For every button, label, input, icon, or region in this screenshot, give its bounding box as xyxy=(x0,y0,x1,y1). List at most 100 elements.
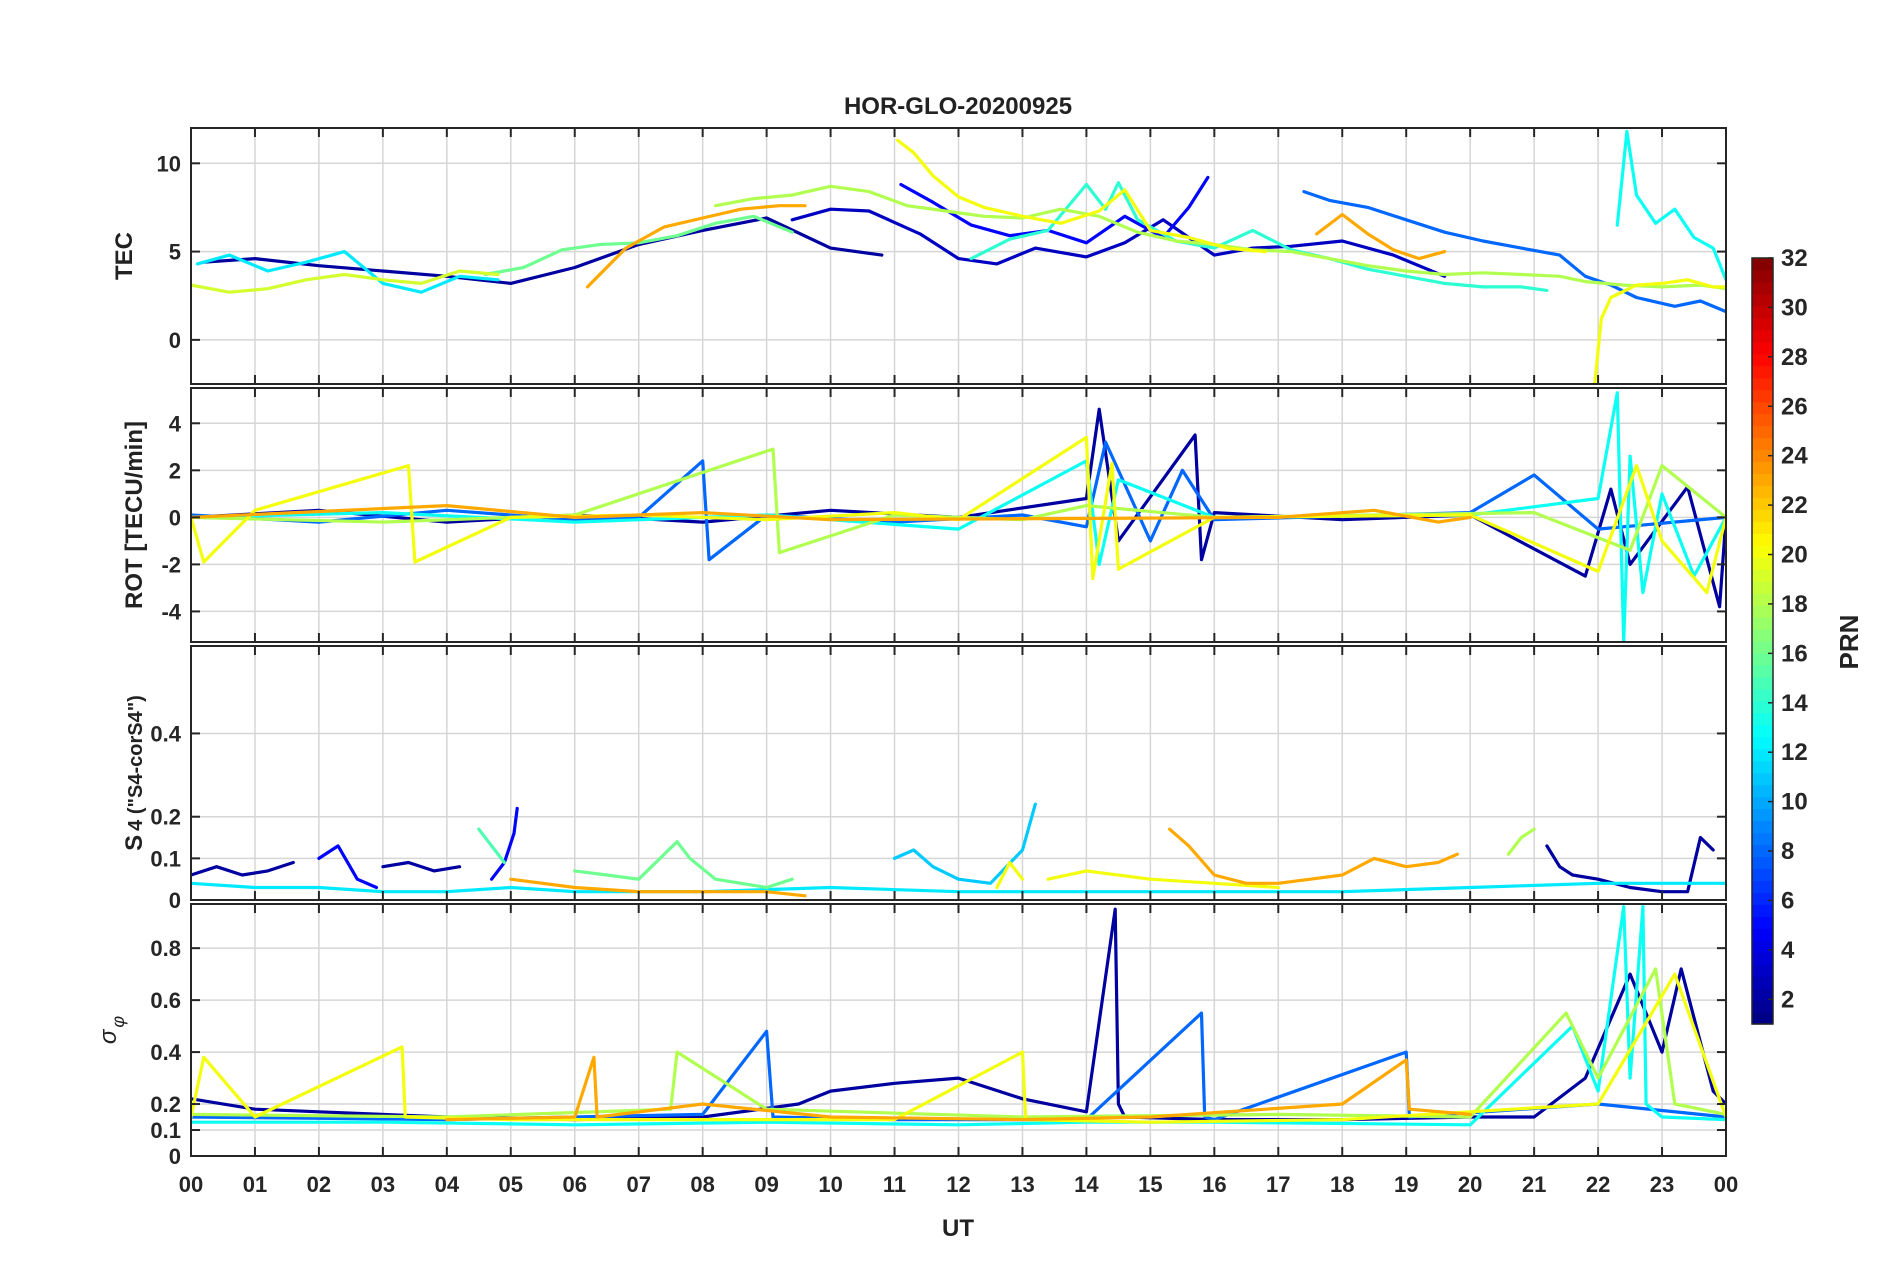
tec-panel: 0 5 10 TEC xyxy=(111,127,1727,385)
colorbar-segment xyxy=(1752,892,1773,905)
sigma-series-prn-20 xyxy=(191,972,1726,1124)
colorbar-segment xyxy=(1752,820,1773,834)
rot-panel: -4 -2 0 2 4 ROT [TECU/min] xyxy=(121,387,1727,643)
sigma-phi-panel: 00.10.2 0.4 0.6 0.8 σφ xyxy=(95,903,1727,1169)
s4-series-prn-16 xyxy=(573,840,794,890)
colorbar-segment xyxy=(1752,664,1773,678)
colorbar-segment xyxy=(1752,581,1773,594)
tec-series-group xyxy=(191,129,1726,384)
x-tick-label: 18 xyxy=(1330,1172,1354,1197)
s4-series-prn-11 xyxy=(892,802,1037,885)
s4-y-tick-label: 0.1 xyxy=(150,846,181,871)
sigma-y-tick-label: 0.6 xyxy=(150,988,181,1013)
colorbar-segment xyxy=(1752,413,1773,427)
tec-series-prn-23 xyxy=(585,204,807,289)
colorbar-segment xyxy=(1752,593,1773,606)
colorbar-segment xyxy=(1752,736,1773,750)
rot-y-tick-label: 4 xyxy=(169,411,182,436)
colorbar-segment xyxy=(1752,557,1773,570)
colorbar-segment xyxy=(1752,617,1773,630)
colorbar-segment xyxy=(1752,796,1773,810)
colorbar-segment xyxy=(1752,281,1773,295)
sigma-y-tick-label: 0.2 xyxy=(150,1092,181,1117)
x-tick-label: 19 xyxy=(1394,1172,1418,1197)
colorbar-segment xyxy=(1752,521,1773,534)
colorbar-segment xyxy=(1752,509,1773,522)
colorbar-segment xyxy=(1752,1000,1773,1013)
colorbar-segment xyxy=(1752,317,1773,331)
colorbar-segment xyxy=(1752,868,1773,881)
s4-series-prn-2 xyxy=(381,860,462,873)
tec-y-tick-label: 0 xyxy=(169,328,181,353)
colorbar-segment xyxy=(1752,425,1773,439)
x-tick-label: 02 xyxy=(307,1172,331,1197)
sigma-series-prn-13 xyxy=(191,904,1726,1127)
colorbar-segment xyxy=(1752,629,1773,642)
colorbar-segment xyxy=(1752,389,1773,403)
tec-series-prn-8 xyxy=(1302,190,1726,314)
s4-panel: 0 0.1 0.2 0.4 S 4 ("S4-corS4") xyxy=(121,645,1727,913)
tec-series-prn-19 xyxy=(191,269,500,294)
rot-y-tick-label: -2 xyxy=(161,552,181,577)
rot-series-prn-20 xyxy=(191,435,1726,595)
s4-series-prn-2 xyxy=(191,860,295,877)
rot-series-prn-23 xyxy=(191,504,1472,524)
colorbar-tick-label: 24 xyxy=(1781,443,1808,470)
colorbar-tick-label: 10 xyxy=(1781,789,1808,816)
s4-series-prn-18 xyxy=(1506,827,1536,856)
colorbar-tick-label: 12 xyxy=(1781,739,1808,766)
s4-series-prn-23 xyxy=(1167,827,1460,885)
colorbar-segment xyxy=(1752,808,1773,822)
s4-series-prn-23 xyxy=(509,877,807,898)
tec-grid xyxy=(190,128,1727,384)
tec-y-ticks: 0 5 10 xyxy=(157,151,181,353)
x-tick-label: 12 xyxy=(946,1172,970,1197)
sigma-y-tick-label: 0.8 xyxy=(150,936,181,961)
tec-series-prn-3 xyxy=(790,207,1447,278)
colorbar-tick-label: 30 xyxy=(1781,294,1808,321)
colorbar-tick-label: 6 xyxy=(1781,887,1794,914)
x-tick-label: 22 xyxy=(1586,1172,1610,1197)
x-tick-label: 01 xyxy=(243,1172,267,1197)
tec-series-prn-23 xyxy=(1315,212,1447,261)
sigma-series-prn-23 xyxy=(445,1055,1472,1122)
x-tick-label: 13 xyxy=(1010,1172,1034,1197)
colorbar-segment xyxy=(1752,365,1773,379)
colorbar-segment xyxy=(1752,976,1773,989)
colorbar-segment xyxy=(1752,700,1773,714)
colorbar-segment xyxy=(1752,748,1773,762)
x-tick-label: 21 xyxy=(1522,1172,1546,1197)
colorbar-tick-label: 2 xyxy=(1781,986,1794,1013)
x-tick-label: 23 xyxy=(1650,1172,1674,1197)
s4-series-prn-20 xyxy=(1046,869,1280,890)
colorbar-tick-label: 8 xyxy=(1781,838,1794,865)
x-tick-label: 20 xyxy=(1458,1172,1482,1197)
colorbar-segment xyxy=(1752,928,1773,941)
colorbar-segment xyxy=(1752,832,1773,846)
colorbar-tick-label: 22 xyxy=(1781,492,1808,519)
colorbar-segment xyxy=(1752,377,1773,391)
s4-y-ticks: 0 0.1 0.2 0.4 xyxy=(150,721,181,913)
colorbar-segment xyxy=(1752,940,1773,953)
colorbar-segment xyxy=(1752,353,1773,367)
s4-series-prn-5 xyxy=(490,806,519,881)
tec-y-axis-label: TEC xyxy=(111,232,138,280)
s4-series-prn-5 xyxy=(317,844,379,890)
colorbar-segment xyxy=(1752,688,1773,702)
x-tick-label: 05 xyxy=(499,1172,523,1197)
rot-y-tick-label: -4 xyxy=(161,599,181,624)
rot-y-tick-label: 2 xyxy=(169,458,181,483)
colorbar-segment xyxy=(1752,856,1773,870)
tec-series-prn-14 xyxy=(969,181,1549,292)
colorbar-segment xyxy=(1752,784,1773,798)
tec-series-prn-13 xyxy=(1615,129,1726,282)
sigma-phi-y-axis-label-detail: φ xyxy=(108,1016,128,1028)
rot-y-ticks: -4 -2 0 2 4 xyxy=(161,411,181,624)
colorbar-segment xyxy=(1752,329,1773,343)
s4-y-axis-label-detail: 4 ("S4-corS4") xyxy=(125,695,147,831)
colorbar-segment xyxy=(1752,293,1773,307)
rot-y-tick-label: 0 xyxy=(169,505,181,530)
colorbar-segment xyxy=(1752,676,1773,690)
sigma-phi-axes-frame xyxy=(190,903,1727,1157)
